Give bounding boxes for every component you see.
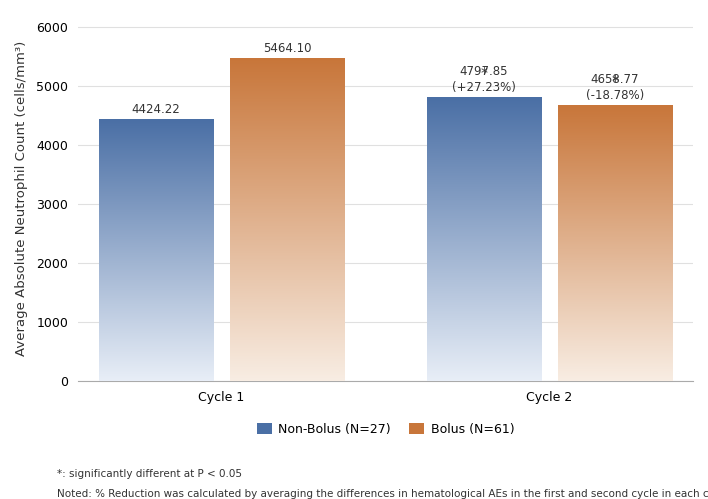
Y-axis label: Average Absolute Neutrophil Count (cells/mm³): Average Absolute Neutrophil Count (cells…: [15, 40, 28, 356]
Text: 5464.10: 5464.10: [263, 42, 312, 55]
Text: Noted: % Reduction was calculated by averaging the differences in hematological : Noted: % Reduction was calculated by ave…: [57, 489, 708, 499]
Text: *: significantly different at P < 0.05: *: significantly different at P < 0.05: [57, 469, 241, 479]
Text: *: *: [481, 65, 487, 79]
Text: 4658.77
(-18.78%): 4658.77 (-18.78%): [586, 73, 644, 102]
Text: 4797.85
(+27.23%): 4797.85 (+27.23%): [452, 65, 516, 94]
Legend: Non-Bolus (N=27), Bolus (N=61): Non-Bolus (N=27), Bolus (N=61): [252, 418, 519, 441]
Text: *: *: [612, 74, 619, 88]
Text: 4424.22: 4424.22: [132, 103, 181, 116]
